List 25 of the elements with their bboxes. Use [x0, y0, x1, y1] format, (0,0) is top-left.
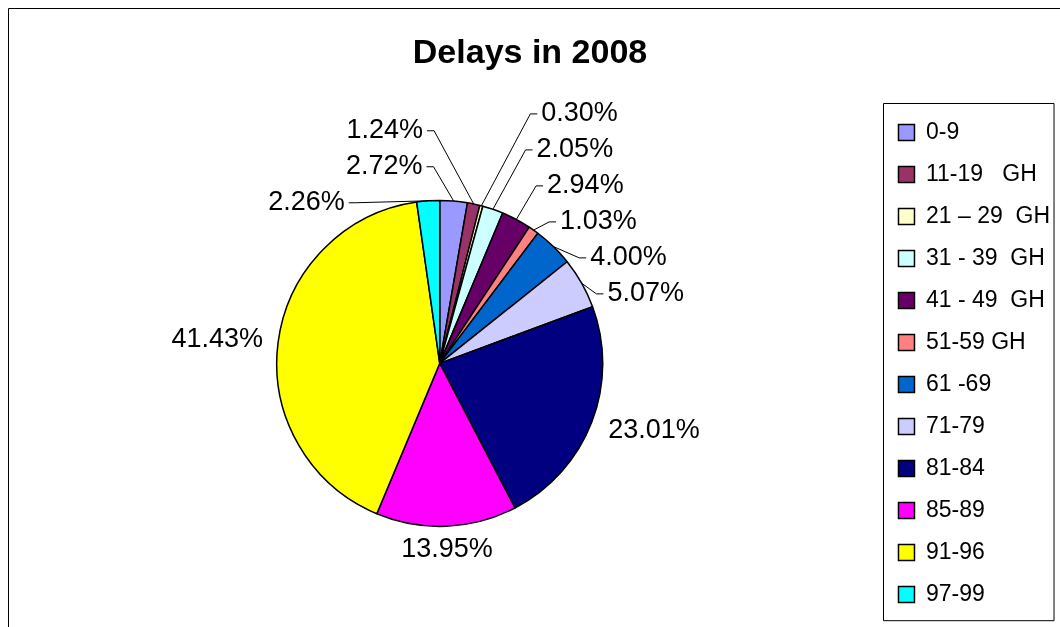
legend-label: 81-84 [925, 453, 986, 480]
legend-label: 31 - 39 GH [925, 243, 1045, 270]
data-label: 23.01% [608, 413, 700, 444]
data-label: 5.07% [607, 277, 684, 308]
legend-label: 61 -69 [925, 369, 992, 396]
legend-label: 51-59 GH [925, 327, 1026, 354]
legend-label: 21 – 29 GH [925, 201, 1051, 228]
legend-label: 71-79 [925, 411, 985, 438]
data-label: 1.03% [560, 205, 637, 236]
data-label: 2.05% [536, 133, 614, 164]
legend-label: 41 - 49 GH [925, 285, 1045, 312]
data-label: 41.43% [171, 323, 264, 354]
legend-label: 97-99 [925, 579, 985, 606]
legend-label: 85-89 [925, 495, 985, 522]
data-label: 2.94% [547, 169, 624, 200]
chart-title: Delays in 2008 [412, 31, 648, 70]
data-label: 2.26% [268, 186, 345, 217]
data-label: 1.24% [346, 114, 424, 145]
legend-label: 0-9 [925, 117, 960, 144]
data-label: 13.95% [401, 533, 493, 564]
data-label: 0.30% [541, 97, 618, 128]
legend-label: 11-19 GH [925, 159, 1037, 186]
data-label: 2.72% [345, 150, 423, 181]
data-label: 4.00% [590, 241, 667, 272]
legend-label: 91-96 [925, 537, 985, 564]
